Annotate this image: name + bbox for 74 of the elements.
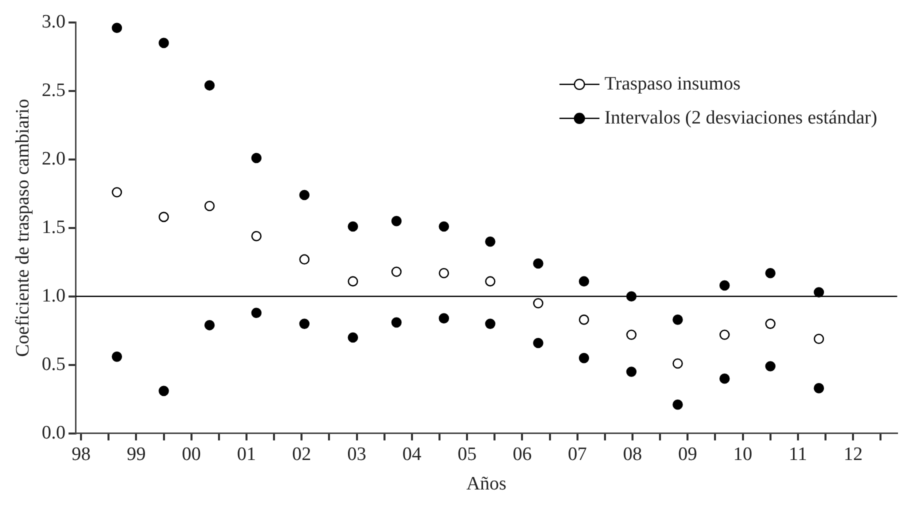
x-tick-label: 00 xyxy=(182,444,201,465)
point xyxy=(814,383,824,394)
point xyxy=(578,276,590,286)
point xyxy=(719,330,730,340)
x-tick-label: 05 xyxy=(458,444,477,465)
y-tick-label: 0.5 xyxy=(42,354,66,375)
point xyxy=(765,318,776,329)
point xyxy=(348,332,358,343)
point xyxy=(765,361,776,372)
x-tick-label: 11 xyxy=(788,444,808,465)
x-tick-label: 08 xyxy=(623,444,642,465)
y-tick-label: 0.0 xyxy=(42,422,66,444)
point xyxy=(251,308,262,318)
point xyxy=(204,80,215,91)
point xyxy=(626,366,637,377)
x-tick-label: 09 xyxy=(678,444,698,465)
point xyxy=(533,298,544,308)
point xyxy=(672,314,683,325)
point xyxy=(391,216,402,226)
point xyxy=(158,38,169,48)
x-tick-label: 04 xyxy=(402,444,422,465)
point xyxy=(112,22,122,34)
point xyxy=(438,268,450,278)
x-tick-label: 01 xyxy=(236,444,256,465)
x-axis-title: Años xyxy=(466,474,506,495)
legend-label: Traspaso insumos xyxy=(604,73,740,94)
point xyxy=(814,287,824,298)
point xyxy=(251,152,262,164)
x-tick-label: 06 xyxy=(512,444,532,465)
y-tick-label: 3.0 xyxy=(42,11,66,32)
point xyxy=(348,221,358,232)
point xyxy=(765,268,776,278)
point xyxy=(158,212,169,222)
point xyxy=(672,399,683,410)
point xyxy=(719,373,730,384)
point xyxy=(485,276,496,286)
x-tick-label: 07 xyxy=(568,444,587,465)
x-tick-label: 02 xyxy=(292,444,312,465)
point xyxy=(438,221,450,232)
point xyxy=(578,314,590,325)
point xyxy=(391,266,402,277)
point xyxy=(438,313,450,324)
y-tick-label: 2.5 xyxy=(42,80,66,101)
point xyxy=(348,276,358,286)
point xyxy=(626,291,637,302)
point xyxy=(719,280,730,291)
point xyxy=(299,190,310,200)
point xyxy=(672,358,683,369)
point xyxy=(299,318,310,329)
x-tick-label: 12 xyxy=(844,444,863,465)
point xyxy=(533,338,544,348)
point xyxy=(251,230,262,242)
point xyxy=(204,200,215,212)
point xyxy=(578,352,590,364)
point xyxy=(112,352,122,362)
x-tick-label: 03 xyxy=(347,444,366,465)
point xyxy=(626,330,637,340)
point xyxy=(485,236,496,247)
x-tick-label: 98 xyxy=(72,444,91,465)
point xyxy=(158,386,169,396)
y-axis-title: Coeficiente de traspaso cambiario xyxy=(12,98,34,357)
y-tick-label: 1.5 xyxy=(42,216,66,238)
x-tick-label: 99 xyxy=(126,444,146,465)
point xyxy=(112,187,122,198)
point xyxy=(814,334,824,344)
point xyxy=(533,258,544,269)
point xyxy=(204,320,215,330)
x-tick-label: 10 xyxy=(733,444,752,465)
y-tick-label: 2.0 xyxy=(42,148,66,170)
point xyxy=(485,318,496,329)
point xyxy=(299,254,310,265)
legend-label: Intervalos (2 desviaciones estándar) xyxy=(604,107,878,128)
y-tick-label: 1.0 xyxy=(42,285,66,306)
point xyxy=(391,317,402,328)
